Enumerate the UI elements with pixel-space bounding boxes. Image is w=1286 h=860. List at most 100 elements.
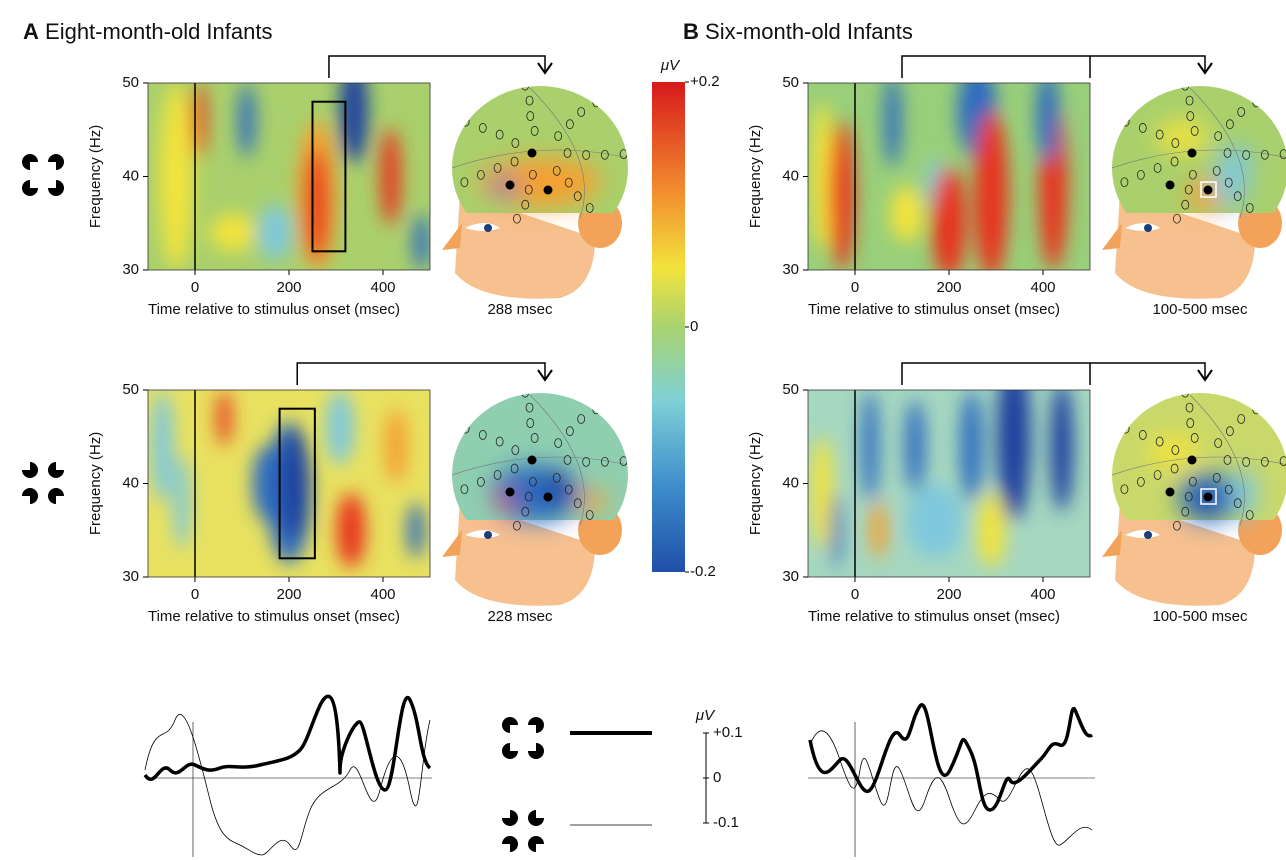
- blob: [906, 483, 964, 559]
- electrode: [513, 213, 521, 224]
- blob: [336, 492, 366, 568]
- blob: [1217, 145, 1253, 179]
- electrode: [1153, 470, 1162, 480]
- trace-illusory: [143, 694, 432, 792]
- inducer: [502, 717, 518, 733]
- electrode: [1226, 119, 1234, 130]
- y-tick-label: 30: [122, 568, 139, 585]
- face: [1115, 193, 1255, 299]
- x-tick-label: 200: [276, 586, 301, 603]
- electrode: [478, 123, 487, 133]
- blob: [478, 157, 602, 207]
- heatmap: [148, 390, 430, 577]
- y-tick-label: 30: [782, 568, 799, 585]
- blob: [305, 148, 329, 261]
- blob: [150, 390, 174, 503]
- electrode: [585, 203, 594, 213]
- electrode: [566, 119, 574, 130]
- electrode: [1170, 463, 1179, 474]
- x-tick-label: 400: [1030, 279, 1055, 296]
- electrode: [563, 148, 572, 158]
- electrode: [1188, 476, 1197, 487]
- electrode: [1214, 131, 1223, 142]
- electrode: [1171, 138, 1180, 148]
- electrode: [1223, 148, 1232, 158]
- blob: [380, 127, 401, 226]
- roi-electrode: [1203, 492, 1213, 502]
- x-tick-label: 0: [191, 279, 199, 296]
- electrode: [1185, 402, 1194, 413]
- head-line: [452, 87, 628, 219]
- electrode: [582, 457, 591, 467]
- blob: [238, 83, 256, 158]
- roi-electrode: [1187, 455, 1197, 465]
- map-caption: 288 msec: [487, 301, 553, 318]
- panel-title-text: Eight-month-old Infants: [45, 19, 272, 44]
- electrode: [1190, 126, 1199, 136]
- electrode: [600, 456, 609, 467]
- electrode: [1181, 506, 1190, 517]
- blob: [217, 390, 232, 447]
- electrode: [1237, 414, 1246, 424]
- inducer: [22, 180, 38, 196]
- electrode: [528, 169, 537, 180]
- map-caption: 228 msec: [487, 608, 553, 625]
- x-tick-label: 400: [1030, 586, 1055, 603]
- panel-title-text: Six-month-old Infants: [705, 19, 913, 44]
- electrode: [511, 138, 520, 148]
- electrode: [1214, 438, 1223, 449]
- electrode: [563, 455, 572, 465]
- electrode: [478, 430, 487, 440]
- inducer: [22, 488, 38, 504]
- blob: [870, 502, 887, 559]
- blob: [579, 489, 606, 514]
- electrode: [573, 498, 582, 509]
- electrode: [1212, 165, 1221, 176]
- electrode: [554, 438, 563, 449]
- electrode: [1184, 184, 1193, 195]
- electrode: [577, 107, 586, 117]
- electrode: [1120, 177, 1129, 188]
- blob: [191, 83, 206, 158]
- electrode: [1186, 418, 1195, 428]
- electrode: [600, 149, 609, 160]
- x-axis-label: Time relative to stimulus onset (msec): [808, 608, 1060, 625]
- blob: [905, 399, 926, 493]
- blob: [339, 83, 368, 164]
- scalp-map: [1112, 86, 1286, 224]
- x-axis-label: Time relative to stimulus onset (msec): [148, 301, 400, 318]
- electrode: [1155, 129, 1164, 140]
- electrode: [1181, 86, 1190, 91]
- inducer: [48, 488, 64, 504]
- electrode: [1245, 203, 1254, 213]
- electrode: [525, 95, 534, 106]
- electrode: [1181, 393, 1190, 398]
- blob: [325, 390, 354, 465]
- inducer: [22, 154, 38, 170]
- arrowhead: [1197, 369, 1213, 382]
- colorbar-tick-label: +0.2: [690, 73, 720, 90]
- scalp-map: [1112, 393, 1286, 531]
- roi-electrode: [1203, 185, 1213, 195]
- electrode: [552, 165, 561, 176]
- blob: [884, 83, 902, 168]
- electrode: [573, 191, 582, 202]
- head-line: [1112, 394, 1286, 526]
- scale-unit: μV: [695, 707, 716, 724]
- electrode: [1233, 498, 1242, 509]
- pupil: [1144, 531, 1152, 539]
- roi-box: [1200, 181, 1217, 198]
- blob: [496, 493, 514, 510]
- electrode: [585, 510, 594, 520]
- electrode: [510, 463, 519, 474]
- blob: [974, 111, 1009, 270]
- electrode: [524, 184, 533, 195]
- pupil: [484, 531, 492, 539]
- blob: [829, 120, 855, 270]
- arrowhead: [1197, 62, 1213, 75]
- scalp-blobs: [491, 464, 606, 522]
- y-axis-label: Frequency (Hz): [747, 432, 764, 535]
- x-axis-label: Time relative to stimulus onset (msec): [148, 608, 400, 625]
- electrode: [1138, 430, 1147, 440]
